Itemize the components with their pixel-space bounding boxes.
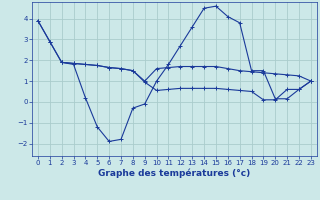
X-axis label: Graphe des températures (°c): Graphe des températures (°c) [98,169,251,178]
